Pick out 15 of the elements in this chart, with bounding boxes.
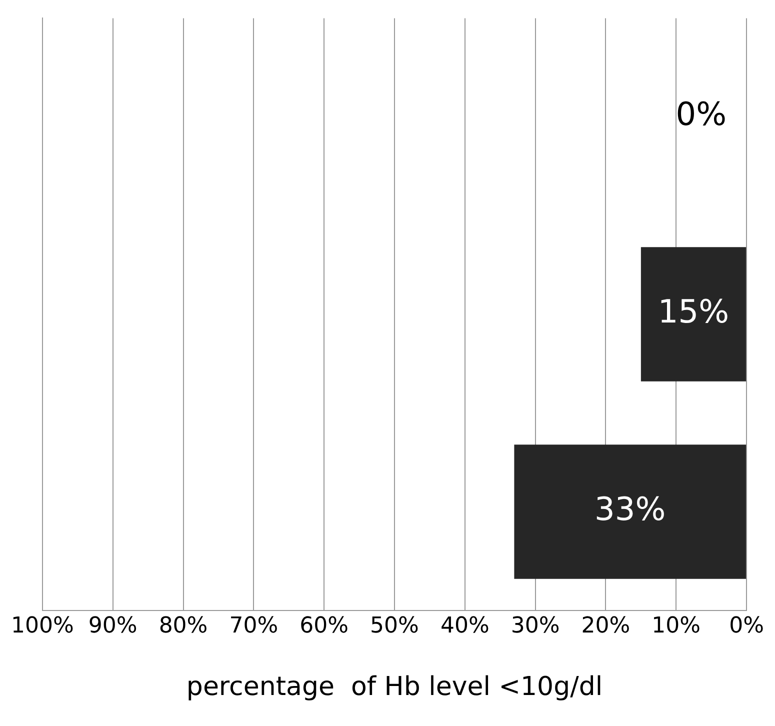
data-label: 15% xyxy=(658,292,730,331)
x-tick-label: 60% xyxy=(300,613,349,638)
data-label: 0% xyxy=(676,95,727,134)
x-tick-label: 30% xyxy=(510,613,560,638)
x-tick-label: 80% xyxy=(158,613,208,638)
x-tick-label: 100% xyxy=(10,613,74,638)
x-tick-label: 20% xyxy=(581,613,630,638)
x-tick-label: 10% xyxy=(652,613,701,638)
x-tick-label: 0% xyxy=(729,613,764,638)
x-tick-label: 70% xyxy=(229,613,278,638)
x-axis-title: percentage of Hb level <10g/dl xyxy=(186,672,603,702)
x-tick-label: 50% xyxy=(370,613,419,638)
data-label: 33% xyxy=(594,490,666,528)
x-tick-label: 40% xyxy=(440,613,490,638)
x-tick-label: 90% xyxy=(88,613,138,638)
